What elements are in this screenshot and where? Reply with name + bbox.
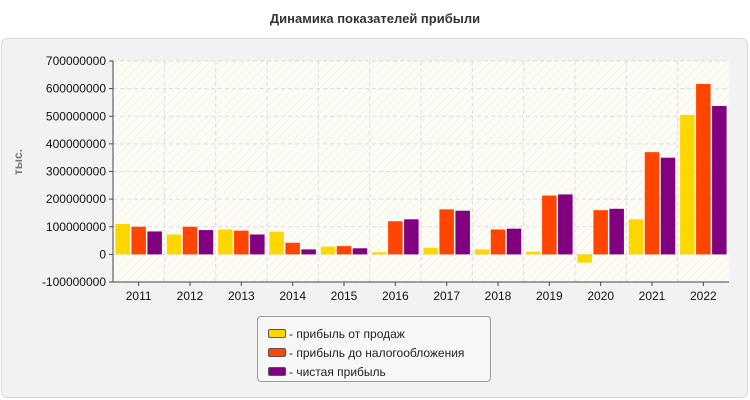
- bar-2015-series-2: [336, 246, 352, 255]
- legend-swatch: [268, 329, 286, 338]
- bar-2014-series-1: [269, 231, 284, 255]
- chart-title: Динамика показателей прибыли: [269, 11, 481, 26]
- x-tick-label: 2020: [587, 289, 614, 303]
- x-tick-label: 2011: [126, 289, 152, 303]
- bar-2012-series-2: [182, 226, 198, 255]
- bar-2013-series-2: [234, 230, 249, 255]
- legend-swatch: [268, 367, 286, 376]
- bar-2015-series-1: [320, 246, 336, 255]
- bar-2021-series-1: [628, 219, 644, 255]
- x-tick-label: 2017: [433, 289, 460, 303]
- bar-2018-series-3: [506, 228, 522, 255]
- legend-label: - прибыль до налогообложения: [289, 345, 465, 360]
- legend-item: - прибыль от продаж: [268, 324, 490, 343]
- bar-2020-series-2: [593, 210, 608, 255]
- x-tick-label: 2016: [382, 289, 409, 303]
- x-tick-label: 2019: [536, 289, 563, 303]
- bar-2022-series-3: [712, 106, 727, 255]
- bar-2019-series-3: [558, 194, 573, 255]
- bar-2017-series-1: [423, 247, 438, 255]
- x-tick-label: 2021: [639, 289, 666, 303]
- bar-2013-series-1: [218, 229, 233, 255]
- bar-2011-series-2: [131, 226, 146, 255]
- y-tick-label: 700000000: [46, 54, 106, 68]
- bar-2014-series-2: [285, 242, 300, 255]
- bar-2019-series-2: [542, 195, 557, 255]
- y-tick-label: -100000000: [42, 275, 106, 289]
- bar-2019-series-1: [526, 251, 541, 255]
- bar-2017-series-3: [455, 210, 470, 255]
- y-tick-label: 300000000: [46, 165, 106, 179]
- y-tick-label: 400000000: [46, 137, 106, 151]
- bar-2020-series-1: [577, 254, 592, 263]
- bar-2015-series-3: [352, 248, 368, 255]
- x-tick-label: 2022: [690, 289, 717, 303]
- bar-2021-series-2: [644, 152, 660, 255]
- bar-2018-series-1: [474, 249, 490, 255]
- y-tick-label: 200000000: [46, 192, 106, 206]
- bar-2021-series-3: [660, 157, 676, 255]
- legend-item: - прибыль до налогообложения: [268, 343, 490, 362]
- bar-2014-series-3: [301, 249, 316, 255]
- legend-label: - чистая прибыль: [289, 364, 386, 379]
- bar-2012-series-3: [198, 230, 214, 255]
- bar-2022-series-1: [680, 114, 695, 255]
- y-tick-label: 100000000: [46, 220, 106, 234]
- legend-label: - прибыль от продаж: [289, 326, 405, 341]
- bar-2018-series-2: [490, 229, 506, 255]
- x-tick-label: 2014: [279, 289, 306, 303]
- bar-2011-series-3: [147, 231, 162, 255]
- bar-2016-series-1: [372, 252, 387, 255]
- bar-2020-series-3: [609, 208, 624, 255]
- bar-2011-series-1: [115, 223, 130, 255]
- y-tick-label: 0: [99, 247, 106, 261]
- x-tick-label: 2012: [177, 289, 204, 303]
- legend: - прибыль от продаж - прибыль до налогооб…: [257, 316, 491, 382]
- bar-2017-series-2: [439, 209, 454, 255]
- bar-2016-series-2: [388, 221, 403, 255]
- bar-2016-series-3: [404, 219, 419, 255]
- bar-2022-series-2: [696, 83, 711, 255]
- legend-swatch: [268, 348, 286, 357]
- y-axis-label: тыс.: [11, 149, 25, 175]
- x-tick-label: 2018: [485, 289, 512, 303]
- legend-item: - чистая прибыль: [268, 362, 490, 381]
- x-tick-label: 2013: [228, 289, 255, 303]
- bar-2012-series-1: [166, 234, 182, 255]
- y-tick-label: 600000000: [46, 82, 106, 96]
- x-tick-label: 2015: [331, 289, 358, 303]
- bar-2013-series-3: [250, 234, 265, 255]
- y-tick-label: 500000000: [46, 109, 106, 123]
